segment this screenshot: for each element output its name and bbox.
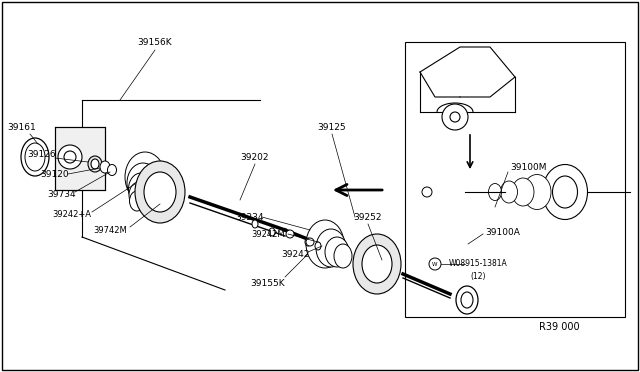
Text: 39100A: 39100A <box>485 228 520 237</box>
Text: 39120: 39120 <box>41 170 69 179</box>
Text: 39742M: 39742M <box>93 225 127 234</box>
Ellipse shape <box>523 174 551 209</box>
Ellipse shape <box>21 138 49 176</box>
Ellipse shape <box>125 152 165 202</box>
Ellipse shape <box>269 228 275 236</box>
Ellipse shape <box>315 242 321 250</box>
Ellipse shape <box>100 161 110 173</box>
Ellipse shape <box>334 244 352 268</box>
Ellipse shape <box>252 220 258 228</box>
Text: W08915-1381A: W08915-1381A <box>449 260 508 269</box>
Ellipse shape <box>500 181 518 203</box>
Polygon shape <box>55 127 105 190</box>
Text: 39202: 39202 <box>241 153 269 161</box>
Ellipse shape <box>353 234 401 294</box>
Ellipse shape <box>456 286 478 314</box>
Ellipse shape <box>316 229 346 267</box>
Ellipse shape <box>306 220 344 268</box>
Text: 39252: 39252 <box>354 212 382 221</box>
Ellipse shape <box>144 172 176 212</box>
Ellipse shape <box>362 245 392 283</box>
Ellipse shape <box>108 164 116 176</box>
Ellipse shape <box>461 292 473 308</box>
Text: 39126: 39126 <box>28 150 56 158</box>
Ellipse shape <box>88 156 102 172</box>
Circle shape <box>429 258 441 270</box>
Text: 39156K: 39156K <box>138 38 172 46</box>
Ellipse shape <box>91 159 99 169</box>
Text: 39734: 39734 <box>48 189 76 199</box>
Ellipse shape <box>127 163 159 203</box>
Text: R39 000: R39 000 <box>540 322 580 332</box>
Text: 39234: 39234 <box>236 212 264 221</box>
Ellipse shape <box>305 238 311 246</box>
Text: 39242M: 39242M <box>251 230 285 238</box>
Text: W: W <box>432 262 438 266</box>
Circle shape <box>306 238 314 246</box>
Circle shape <box>442 104 468 130</box>
Circle shape <box>286 230 294 238</box>
Ellipse shape <box>129 173 154 205</box>
Text: 39125: 39125 <box>317 122 346 131</box>
Ellipse shape <box>25 143 45 171</box>
Circle shape <box>64 151 76 163</box>
Text: 39100M: 39100M <box>510 163 547 171</box>
Text: 39242: 39242 <box>281 250 309 259</box>
Ellipse shape <box>129 191 145 211</box>
Bar <box>405 42 625 317</box>
Circle shape <box>422 187 432 197</box>
Circle shape <box>450 112 460 122</box>
Ellipse shape <box>543 164 588 219</box>
Text: 39155K: 39155K <box>251 279 285 289</box>
Circle shape <box>58 145 82 169</box>
Text: 39242+A: 39242+A <box>52 209 92 218</box>
Ellipse shape <box>135 161 185 223</box>
Ellipse shape <box>512 178 534 206</box>
Ellipse shape <box>129 182 149 208</box>
Text: (12): (12) <box>470 273 486 282</box>
Ellipse shape <box>325 237 349 267</box>
Ellipse shape <box>488 183 502 201</box>
Ellipse shape <box>552 176 577 208</box>
Text: 39161: 39161 <box>8 122 36 131</box>
